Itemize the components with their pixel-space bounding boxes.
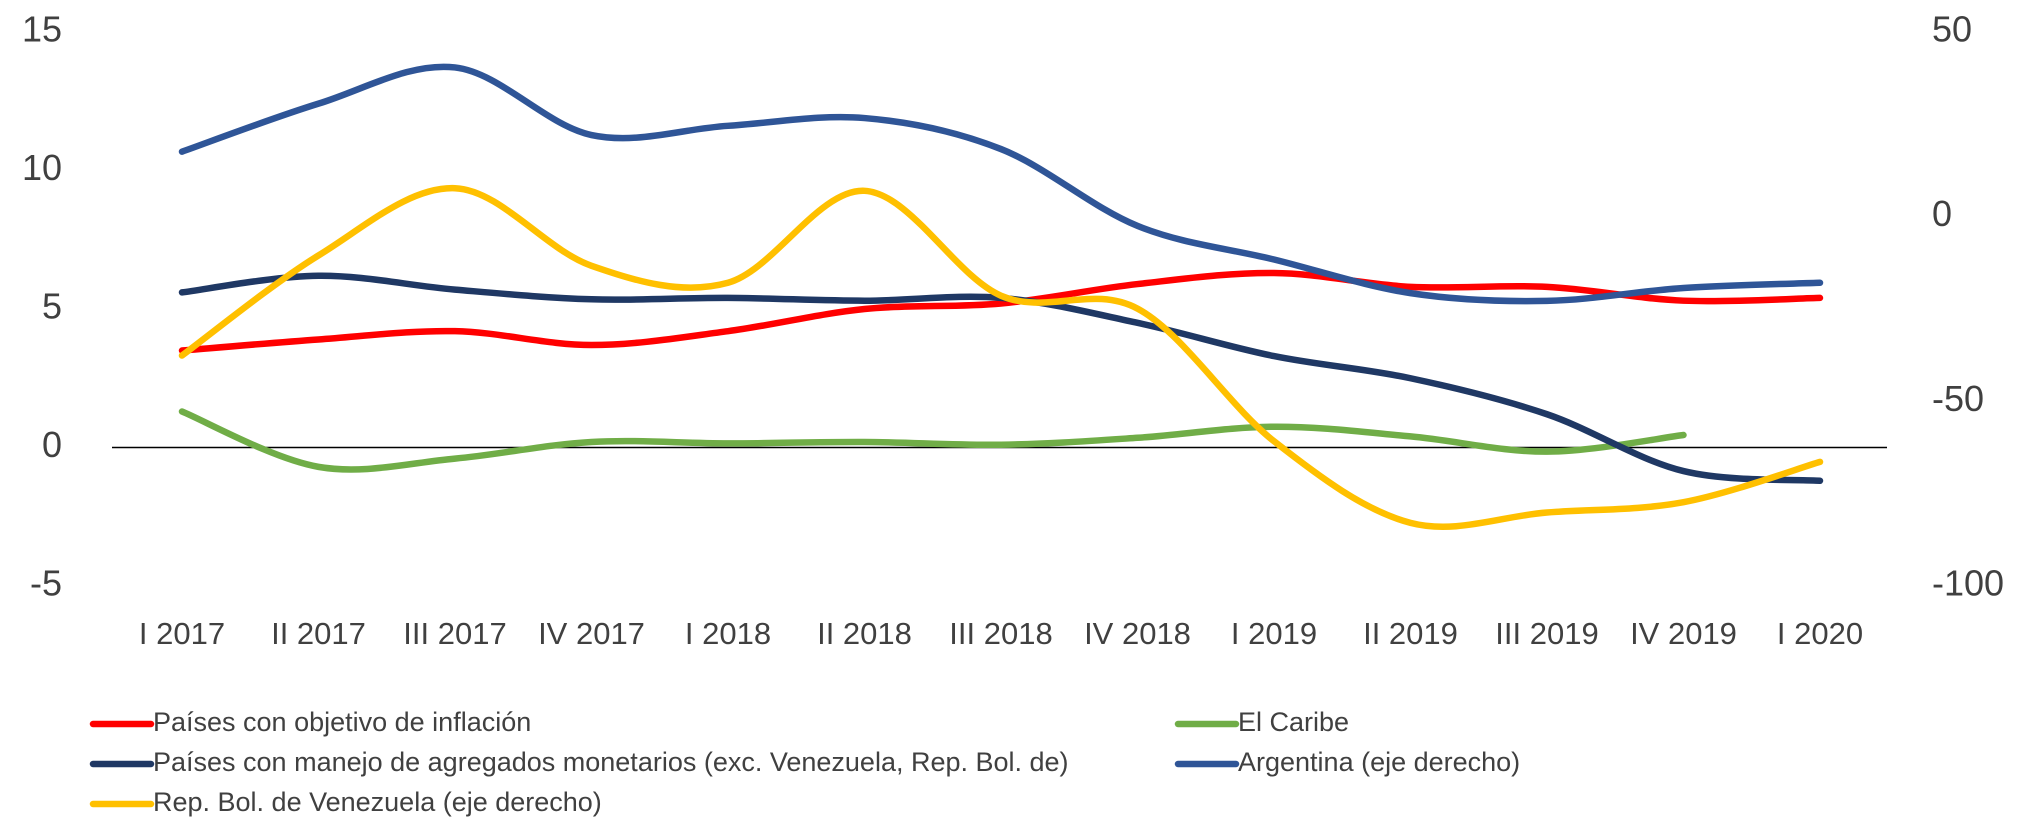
series-line <box>178 408 1687 473</box>
legend-label: Países con manejo de agregados monetario… <box>153 747 1069 777</box>
y-tick-label: 5 <box>42 286 62 327</box>
series-line <box>178 63 1824 305</box>
y-tick-label: -5 <box>30 563 62 604</box>
y-tick-label: 0 <box>42 424 62 465</box>
x-tick-label: II 2019 <box>1363 616 1458 651</box>
x-tick-label: I 2017 <box>139 616 225 651</box>
legend-label: El Caribe <box>1238 707 1349 737</box>
x-tick-label: II 2017 <box>271 616 366 651</box>
x-tick-label: I 2020 <box>1777 616 1863 651</box>
series-line <box>178 269 1824 354</box>
x-tick-label: I 2019 <box>1231 616 1317 651</box>
y-tick-label: 10 <box>22 147 62 188</box>
x-tick-label: III 2017 <box>403 616 506 651</box>
y-tick-label: 15 <box>22 9 62 50</box>
x-tick-label: IV 2019 <box>1630 616 1737 651</box>
x-tick-label: III 2018 <box>949 616 1052 651</box>
y2-tick-label: -50 <box>1932 378 1984 419</box>
y2-tick-label: -100 <box>1932 563 2004 604</box>
y2-tick-label: 0 <box>1932 193 1952 234</box>
x-tick-label: IV 2018 <box>1084 616 1191 651</box>
x-tick-label: II 2018 <box>817 616 912 651</box>
x-tick-label: I 2018 <box>685 616 771 651</box>
x-tick-label: IV 2017 <box>538 616 645 651</box>
legend-label: Países con objetivo de inflación <box>153 707 531 737</box>
legend-label: Rep. Bol. de Venezuela (eje derecho) <box>153 787 602 817</box>
x-tick-label: III 2019 <box>1495 616 1598 651</box>
y2-tick-label: 50 <box>1932 9 1972 50</box>
series-line <box>178 184 1824 530</box>
legend-label: Argentina (eje derecho) <box>1238 747 1520 777</box>
